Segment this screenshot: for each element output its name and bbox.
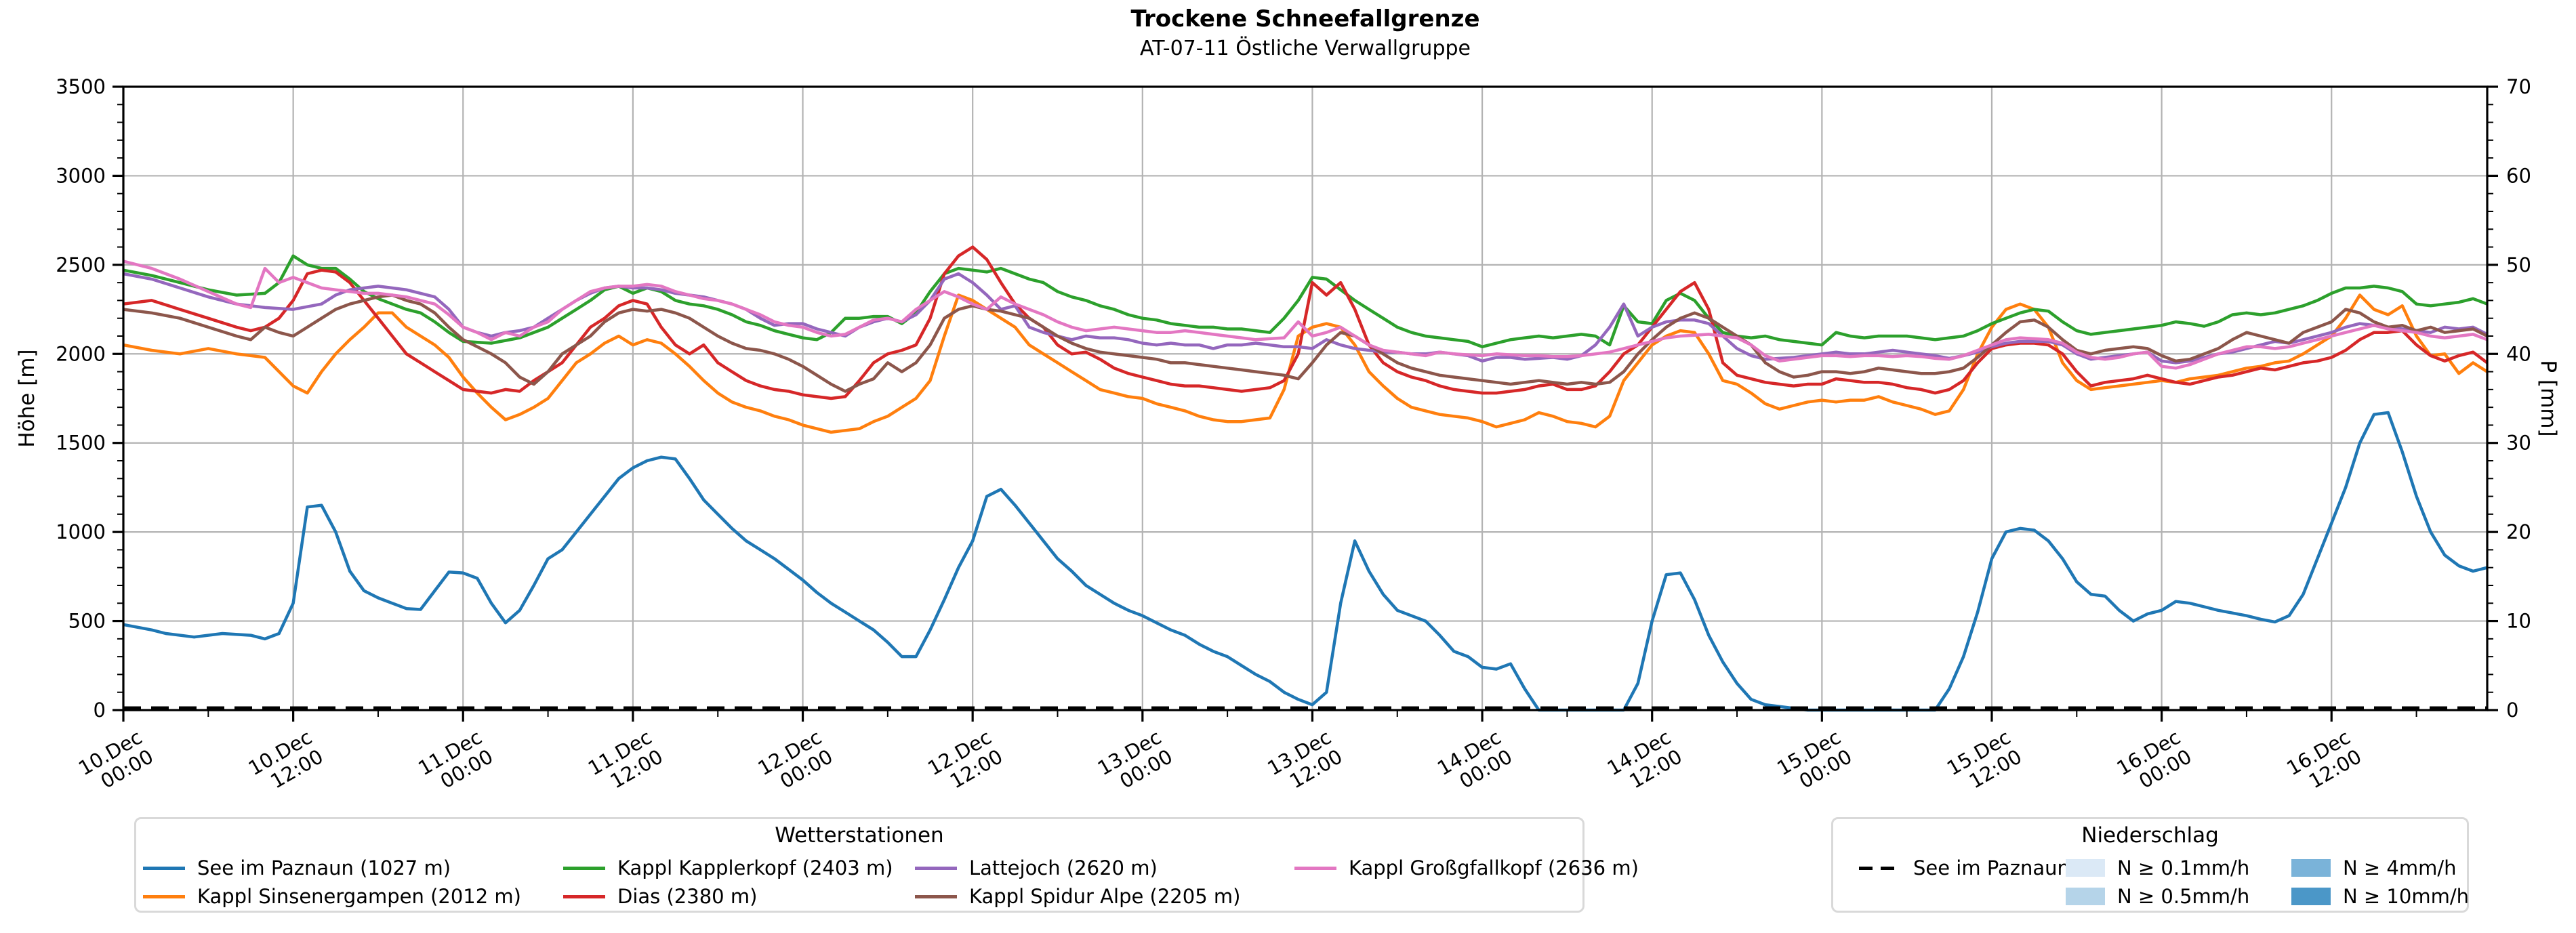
legend-stations-title: Wetterstationen: [775, 823, 944, 848]
x-tick-label: 10.Dec12:00: [245, 726, 327, 800]
dashed-line-swatch: [1859, 866, 1901, 870]
series-line: [123, 411, 2488, 712]
legend-item-label: Kappl Kapplerkopf (2403 m): [617, 856, 893, 879]
y-right-tick-label: 10: [2506, 610, 2531, 633]
legend-item: Dias (2380 m): [563, 885, 757, 908]
y-left-tick-label: 1000: [56, 520, 106, 543]
legend-item: N ≥ 0.5mm/h: [2066, 885, 2249, 908]
y-left-tick-label: 1500: [56, 432, 106, 455]
precip-color-swatch: [2066, 859, 2105, 877]
x-tick-label: 16.Dec00:00: [2113, 726, 2196, 800]
x-tick-label: 12.Dec00:00: [754, 726, 836, 800]
legend-item: See im Paznaun (1027 m): [143, 856, 451, 879]
y-left-tick-label: 500: [68, 610, 106, 633]
plot-border: [122, 85, 2489, 711]
legend-item-label: See im Paznaun: [1913, 856, 2070, 879]
y-left-tick-label: 0: [94, 699, 106, 722]
y-right-tick-label: 20: [2506, 520, 2531, 543]
y-left-tick-label: 3000: [56, 164, 106, 187]
y-right-tick-label: 30: [2506, 432, 2531, 455]
legend-item-label: N ≥ 4mm/h: [2343, 856, 2457, 879]
chart-title: Trockene Schneefallgrenze: [1130, 5, 1480, 33]
y-left-tick-label: 2000: [56, 342, 106, 365]
x-tick-label: 11.Dec00:00: [414, 726, 497, 800]
legend-item-label: Kappl Sinsenergampen (2012 m): [197, 885, 521, 908]
precip-color-swatch: [2291, 888, 2331, 905]
series-line: [123, 293, 2489, 393]
precip-color-swatch: [2291, 859, 2331, 877]
series-line: [123, 245, 2489, 400]
precip-color-swatch: [2066, 888, 2105, 905]
legend-item-label: Kappl Großgfallkopf (2636 m): [1349, 856, 1639, 879]
legend-item-label: Lattejoch (2620 m): [969, 856, 1158, 879]
x-tick-label: 13.Dec00:00: [1094, 726, 1177, 800]
x-tick-label: 13.Dec12:00: [1263, 726, 1346, 800]
legend-item-label: N ≥ 0.5mm/h: [2117, 885, 2250, 908]
x-tick-label: 15.Dec00:00: [1773, 726, 1856, 800]
legend-item: See im Paznaun: [1859, 856, 2070, 879]
x-tick-label: 11.Dec12:00: [584, 726, 667, 800]
y-right-tick-label: 50: [2506, 253, 2531, 276]
line-color-swatch: [915, 866, 957, 870]
line-color-swatch: [563, 866, 605, 870]
line-color-swatch: [915, 894, 957, 898]
legend-item-label: N ≥ 0.1mm/h: [2117, 856, 2250, 879]
legend-precip-title: Niederschlag: [2081, 823, 2219, 848]
legend-item: Lattejoch (2620 m): [915, 856, 1158, 879]
series-line: [123, 260, 2488, 370]
legend-item: Kappl Sinsenergampen (2012 m): [143, 885, 521, 908]
legend-item-label: Dias (2380 m): [617, 885, 758, 908]
y-right-tick-label: 70: [2506, 75, 2531, 98]
legend-item: Kappl Spidur Alpe (2205 m): [915, 885, 1240, 908]
legend-item: Kappl Großgfallkopf (2636 m): [1294, 856, 1639, 879]
y-left-tick-label: 3500: [56, 75, 106, 98]
x-tick-label: 15.Dec12:00: [1943, 726, 2026, 800]
x-tick-label: 14.Dec00:00: [1433, 726, 1516, 800]
y-right-tick-label: 0: [2506, 699, 2518, 722]
y-right-tick-label: 40: [2506, 342, 2531, 365]
x-tick-label: 16.Dec12:00: [2283, 726, 2365, 800]
legend-item: N ≥ 10mm/h: [2291, 885, 2469, 908]
legend-precipitation: Niederschlag See im Paznaun N ≥ 0.1mm/h N …: [1831, 817, 2469, 913]
chart-subtitle: AT-07-11 Östliche Verwallgruppe: [1140, 37, 1471, 60]
line-color-swatch: [563, 894, 605, 898]
legend-item-label: N ≥ 10mm/h: [2343, 885, 2469, 908]
legend-item: Kappl Kapplerkopf (2403 m): [563, 856, 893, 879]
x-tick-label: 10.Dec00:00: [75, 726, 157, 800]
x-tick-label: 14.Dec12:00: [1603, 726, 1686, 800]
y-left-tick-label: 2500: [56, 253, 106, 276]
line-color-swatch: [1294, 866, 1336, 870]
series-line: [123, 293, 2489, 434]
x-tick-label: 12.Dec12:00: [924, 726, 1006, 800]
line-color-swatch: [143, 894, 185, 898]
legend-item: N ≥ 0.1mm/h: [2066, 856, 2249, 879]
legend-item-label: Kappl Spidur Alpe (2205 m): [969, 885, 1241, 908]
legend-item-label: See im Paznaun (1027 m): [197, 856, 451, 879]
y-right-tick-label: 60: [2506, 164, 2531, 187]
line-color-swatch: [143, 866, 185, 870]
legend-weather-stations: Wetterstationen See im Paznaun (1027 m) K…: [134, 817, 1639, 913]
legend-item: N ≥ 4mm/h: [2291, 856, 2457, 879]
